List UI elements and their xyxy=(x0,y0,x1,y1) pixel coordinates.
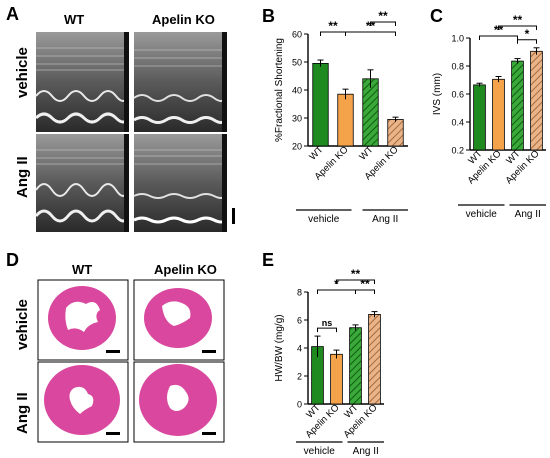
echo-scale-bar xyxy=(232,208,235,224)
group-label-vehicle: vehicle xyxy=(304,446,336,457)
significance-bracket xyxy=(317,327,337,333)
y-tick-label: 30 xyxy=(292,114,302,124)
group-label-vehicle: vehicle xyxy=(466,209,498,220)
y-tick-label: 0.8 xyxy=(451,62,464,72)
significance-bracket xyxy=(336,279,375,284)
significance-bracket xyxy=(479,35,518,40)
group-label-angii: Ang II xyxy=(515,209,541,220)
y-tick-label: 8 xyxy=(297,288,302,298)
y-tick-label: 0.6 xyxy=(451,90,464,100)
panel-c-label: C xyxy=(430,6,443,26)
y-tick-label: 0.2 xyxy=(451,146,464,156)
panel-d-header-wt: WT xyxy=(72,262,93,277)
y-tick-label: 1.0 xyxy=(451,34,464,44)
group-label-angii: Ang II xyxy=(372,214,398,225)
significance-label: ns xyxy=(322,318,333,328)
echo-wt-vehicle xyxy=(34,32,130,132)
echo-ko-angii xyxy=(133,134,228,232)
significance-bracket xyxy=(498,25,537,30)
bar xyxy=(330,353,343,405)
y-axis-label: HW/BW (mg/g) xyxy=(274,314,285,381)
echo-ko-vehicle xyxy=(133,32,228,132)
significance-bracket xyxy=(355,289,375,294)
echo-wt-angii xyxy=(34,134,130,232)
y-tick-label: 20 xyxy=(292,142,302,152)
group-label-vehicle: vehicle xyxy=(308,214,340,225)
significance-label: ** xyxy=(378,9,388,23)
panel-a-header-wt: WT xyxy=(64,12,85,27)
panel-d-label: D xyxy=(6,250,19,270)
bar xyxy=(368,313,381,405)
panel-a-header-ko: Apelin KO xyxy=(152,12,215,27)
y-tick-label: 4 xyxy=(297,344,302,354)
y-tick-label: 50 xyxy=(292,58,302,68)
y-tick-label: 60 xyxy=(292,30,302,40)
significance-label: * xyxy=(525,27,530,41)
panel-b-label: B xyxy=(262,6,275,26)
bar xyxy=(349,327,362,405)
significance-bracket xyxy=(370,21,396,26)
significance-label: ** xyxy=(513,13,523,27)
significance-bracket xyxy=(345,31,396,36)
significance-bracket xyxy=(517,39,537,44)
section-ko-vehicle xyxy=(133,279,225,361)
y-axis-label: IVS (mm) xyxy=(432,73,443,115)
significance-label: ** xyxy=(351,267,361,281)
section-wt-vehicle xyxy=(37,279,129,361)
y-tick-label: 2 xyxy=(297,372,302,382)
section-wt-angii xyxy=(37,361,129,443)
significance-label: ** xyxy=(360,277,370,291)
y-axis-label: %Fractional Shortening xyxy=(274,38,285,142)
group-label-angii: Ang II xyxy=(353,446,379,457)
significance-label: ** xyxy=(328,19,338,33)
panel-d-header-ko: Apelin KO xyxy=(154,262,217,277)
y-tick-label: 40 xyxy=(292,86,302,96)
section-ko-angii xyxy=(133,361,225,443)
y-tick-label: 0.4 xyxy=(451,118,464,128)
y-tick-label: 0 xyxy=(297,400,302,410)
panel-a-label: A xyxy=(6,4,19,24)
panel-e-label: E xyxy=(262,250,275,270)
y-tick-label: 6 xyxy=(297,316,302,326)
